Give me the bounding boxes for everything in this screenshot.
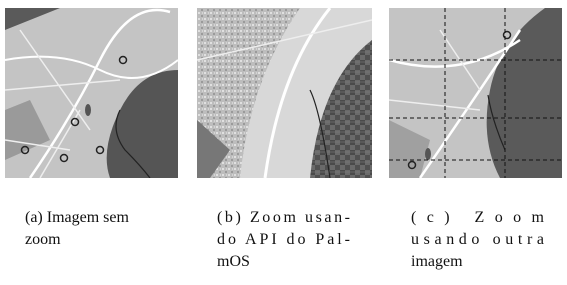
map-c (389, 8, 562, 178)
caption-line: zoom (25, 231, 61, 248)
map-b (197, 8, 372, 178)
figure: (a) Imagem sem zoom (b) Zoom usan-do API d… (0, 0, 567, 280)
caption-line: do API do Pal- (217, 231, 350, 248)
caption-line: imagem (411, 253, 463, 270)
caption-line: (c) Zoom (411, 209, 545, 226)
caption-line: (a) Imagem sem (25, 209, 130, 226)
map-a (5, 8, 178, 178)
caption-line: (b) Zoom usan- (217, 209, 350, 226)
caption-line: usando outra (411, 231, 544, 248)
caption-line: mOS (217, 253, 250, 270)
